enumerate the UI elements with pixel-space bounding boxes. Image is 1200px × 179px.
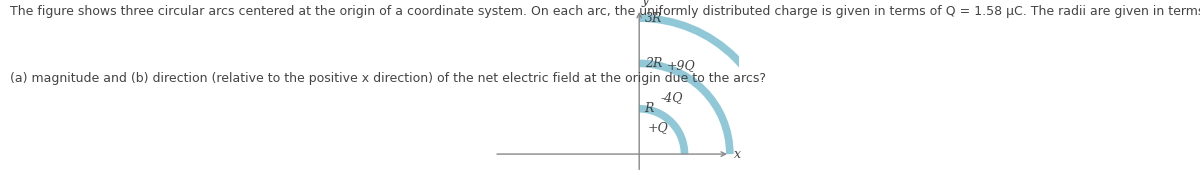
Text: The figure shows three circular arcs centered at the origin of a coordinate syst: The figure shows three circular arcs cen…	[10, 5, 1200, 18]
Text: y: y	[642, 0, 648, 7]
Text: R: R	[644, 102, 654, 115]
Text: x: x	[734, 147, 742, 161]
Text: +Q: +Q	[648, 121, 668, 134]
Text: 3R: 3R	[644, 12, 662, 25]
Text: +9Q: +9Q	[666, 59, 695, 72]
Text: -4Q: -4Q	[660, 91, 683, 104]
Text: (a) magnitude and (b) direction (relative to the positive x direction) of the ne: (a) magnitude and (b) direction (relativ…	[10, 72, 766, 85]
Text: 2R: 2R	[644, 57, 662, 70]
